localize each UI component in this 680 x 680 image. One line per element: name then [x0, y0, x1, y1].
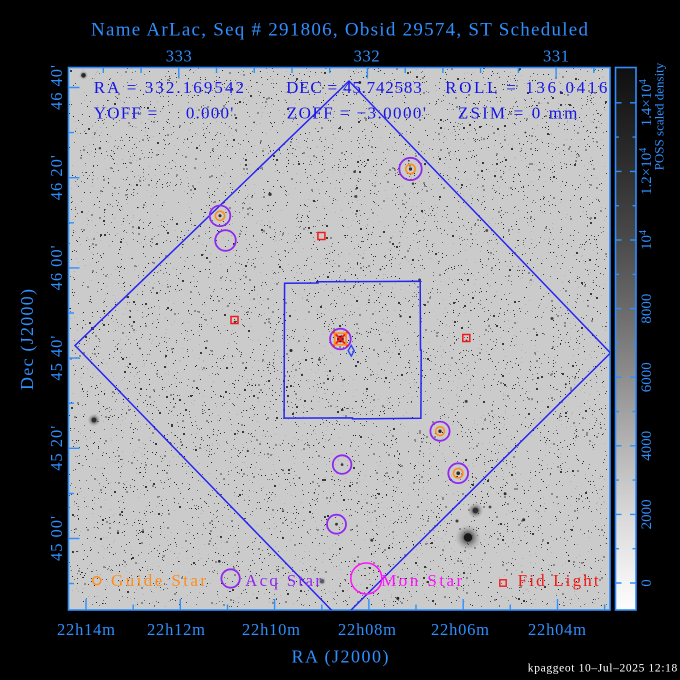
svg-text:1.2×104: 1.2×104	[638, 148, 655, 195]
svg-text:0: 0	[639, 579, 655, 587]
svg-text:Guide Star: Guide Star	[111, 571, 206, 590]
svg-text:22h08m: 22h08m	[338, 620, 396, 639]
svg-text:Dec (J2000): Dec (J2000)	[17, 289, 38, 390]
svg-text:RA (J2000): RA (J2000)	[292, 647, 389, 668]
svg-text:YOFF = 0.000': YOFF = 0.000'	[94, 103, 234, 122]
svg-text:8000: 8000	[639, 294, 655, 324]
svg-text:Name ArLac, Seq # 291806, Obsi: Name ArLac, Seq # 291806, Obsid 29574, S…	[91, 20, 589, 41]
svg-text:104: 104	[638, 230, 655, 250]
svg-text:1.4×104: 1.4×104	[638, 79, 655, 126]
svg-text:22h06m: 22h06m	[431, 620, 489, 639]
svg-text:22h14m: 22h14m	[57, 620, 115, 639]
svg-text:45 40': 45 40'	[47, 336, 66, 381]
svg-text:Fid Light: Fid Light	[518, 571, 599, 590]
svg-text:22h10m: 22h10m	[242, 620, 300, 639]
svg-text:22h04m: 22h04m	[528, 620, 586, 639]
svg-text:POSS scaled density: POSS scaled density	[652, 62, 667, 170]
svg-text:ROLL = 136.0416: ROLL = 136.0416	[445, 78, 607, 97]
svg-text:45 00': 45 00'	[47, 516, 66, 561]
svg-text:332: 332	[354, 47, 380, 66]
svg-text:45 20': 45 20'	[47, 426, 66, 471]
svg-text:RA = 332.169542: RA = 332.169542	[94, 78, 244, 97]
svg-text:6000: 6000	[639, 362, 655, 392]
svg-text:46 00': 46 00'	[47, 245, 66, 290]
svg-text:46 20': 46 20'	[47, 155, 66, 200]
svg-text:ZOFF = −3.0000': ZOFF = −3.0000'	[287, 103, 426, 122]
svg-text:Mon Star: Mon Star	[381, 571, 462, 590]
svg-text:22h12m: 22h12m	[147, 620, 205, 639]
svg-text:Acq Star: Acq Star	[245, 571, 321, 590]
svg-text:331: 331	[543, 47, 569, 66]
svg-text:2000: 2000	[639, 499, 655, 529]
svg-text:4000: 4000	[639, 431, 655, 461]
svg-text:ZSIM = 0 mm: ZSIM = 0 mm	[458, 103, 578, 122]
svg-text:kpaggeot 10–Jul–2025 12:18: kpaggeot 10–Jul–2025 12:18	[528, 663, 678, 675]
svg-text:46 40': 46 40'	[47, 65, 66, 110]
svg-text:333: 333	[166, 47, 192, 66]
svg-text:DEC = 45.742583: DEC = 45.742583	[286, 78, 422, 97]
